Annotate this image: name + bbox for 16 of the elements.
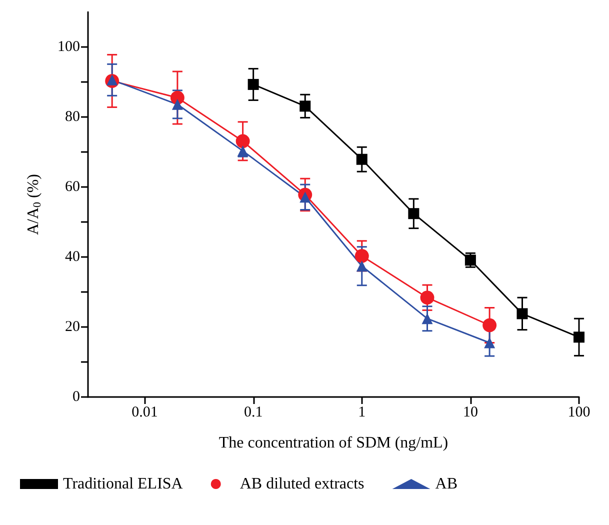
y-tick-label: 40 (65, 249, 80, 265)
y-tick-label: 60 (65, 179, 80, 195)
x-tick-label: 0.01 (132, 404, 158, 420)
y-tick-label: 0 (72, 389, 80, 405)
y-axis-title: A/A0 (%) (25, 174, 44, 236)
x-tick-label: 0.1 (244, 404, 263, 420)
x-tick-label: 100 (568, 404, 590, 420)
x-axis-title: The concentration of SDM (ng/mL) (218, 434, 448, 452)
legend-label: AB diluted extracts (240, 476, 364, 492)
x-tick-label: 1 (358, 404, 366, 420)
y-tick-label: 100 (58, 39, 80, 55)
legend-label: Traditional ELISA (63, 476, 184, 492)
legend-label: AB (435, 476, 458, 492)
x-tick-label: 10 (462, 404, 478, 420)
y-tick-label: 20 (65, 319, 80, 335)
y-tick-label: 80 (65, 109, 80, 125)
